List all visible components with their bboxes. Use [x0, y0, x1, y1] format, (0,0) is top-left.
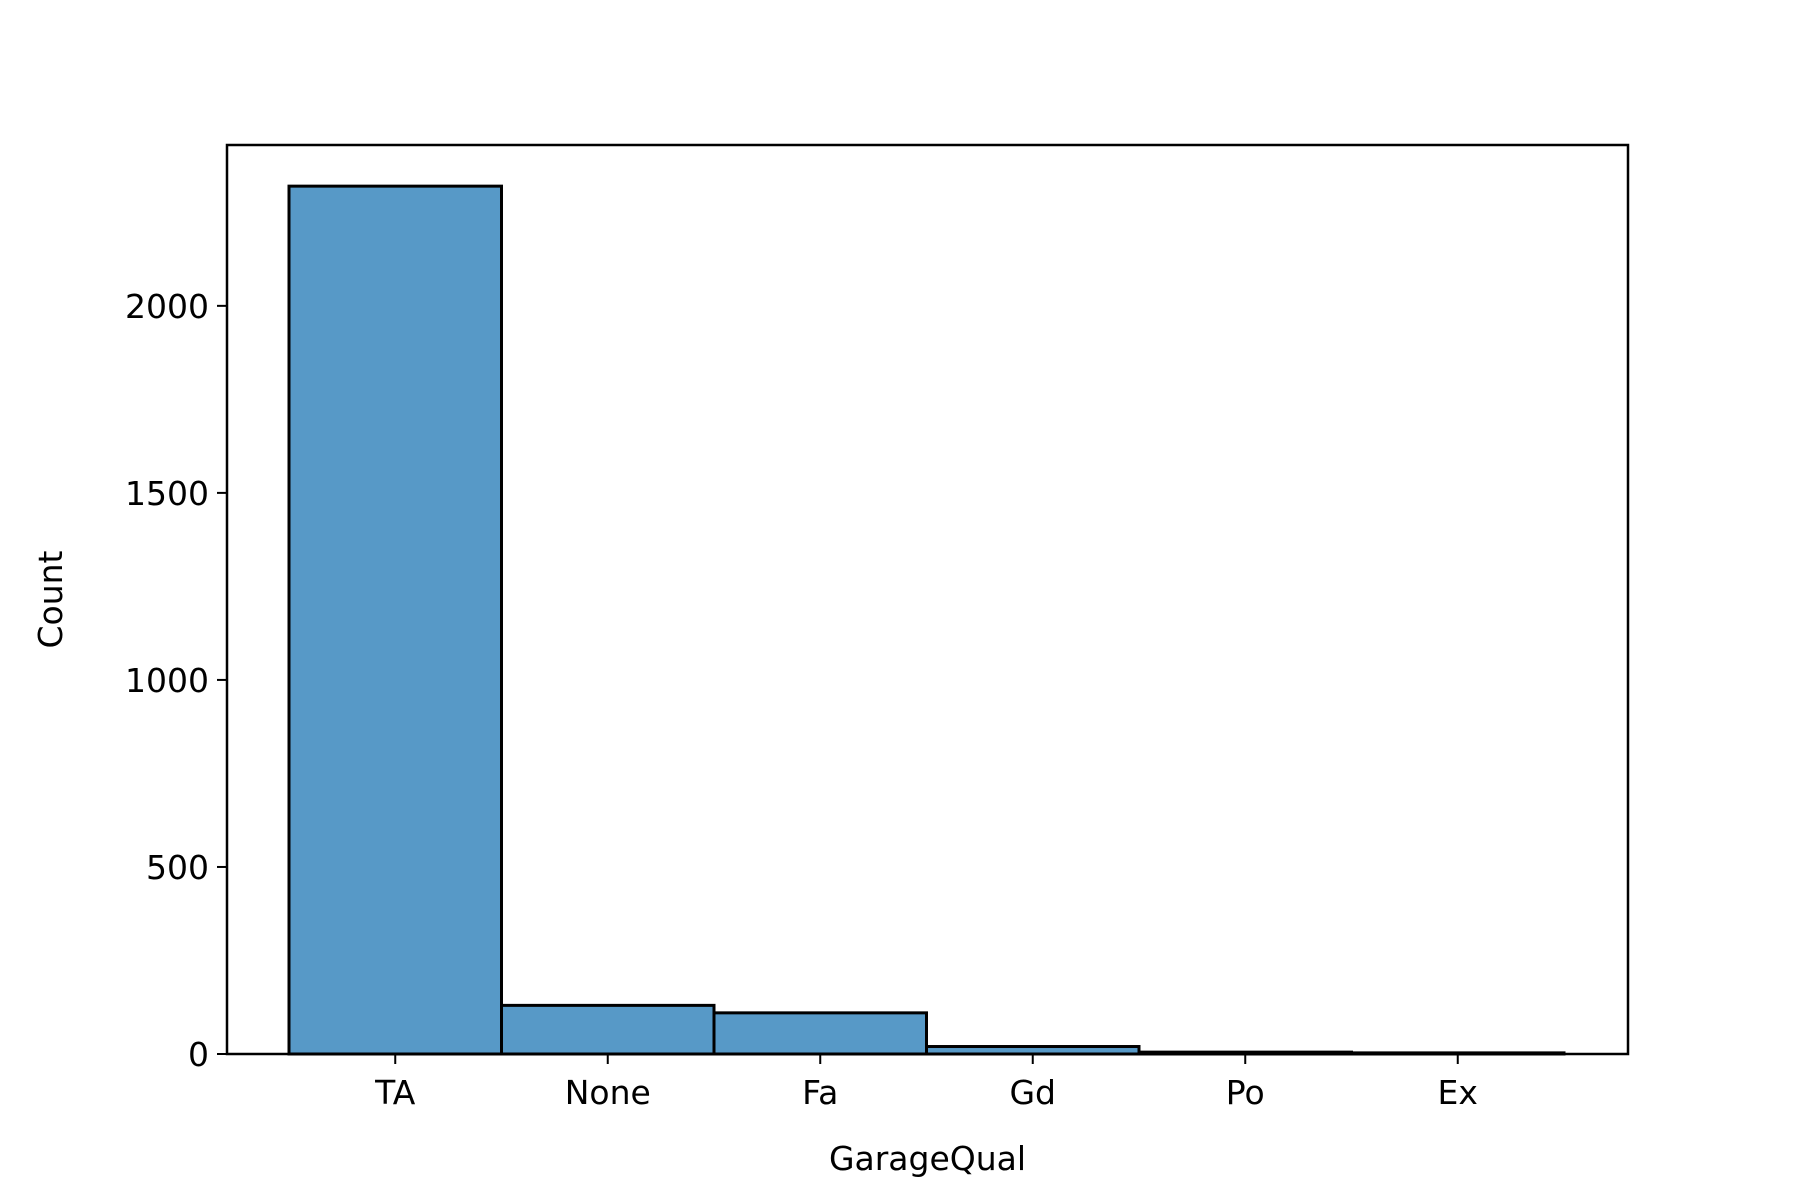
x-axis-label: GarageQual [829, 1139, 1026, 1178]
bar-none [500, 1003, 716, 1056]
y-tick-label: 2000 [125, 287, 209, 326]
bar-ta [287, 184, 503, 1056]
y-tick-label: 0 [188, 1035, 209, 1074]
y-axis-label: Count [31, 550, 70, 648]
y-tick-label: 1000 [125, 661, 209, 700]
x-tick-label: None [565, 1073, 651, 1112]
plot-frame [225, 143, 1630, 1056]
bar-fa [712, 1011, 928, 1056]
x-axis-ticks: TA None Fa Gd Po Ex [374, 1054, 1478, 1112]
y-axis-ticks: 0 500 1000 1500 2000 [125, 287, 227, 1074]
y-tick-label: 500 [146, 848, 209, 887]
x-tick-label: TA [374, 1073, 416, 1112]
x-tick-label: Ex [1438, 1073, 1478, 1112]
x-tick-label: Fa [802, 1073, 838, 1112]
y-tick-label: 1500 [125, 474, 209, 513]
x-tick-label: Po [1226, 1073, 1265, 1112]
x-tick-label: Gd [1009, 1073, 1056, 1112]
bars-group [287, 184, 1566, 1056]
